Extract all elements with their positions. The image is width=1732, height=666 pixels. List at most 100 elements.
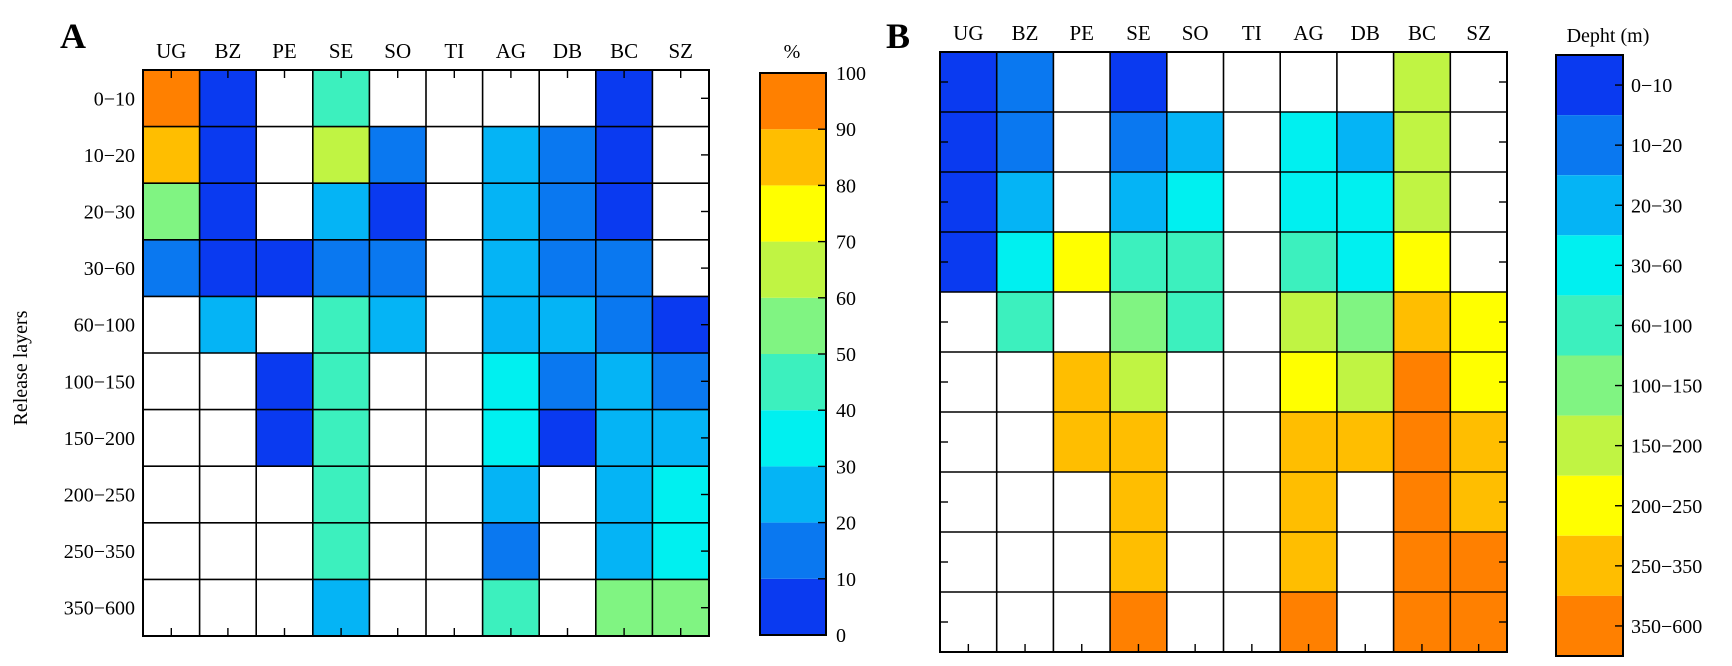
panel-a-cells	[143, 70, 709, 636]
heatmap-cell	[312, 296, 370, 353]
colorbar-swatch	[760, 241, 826, 298]
heatmap-cell	[539, 296, 596, 353]
colorbar-tick-label: 60	[836, 288, 856, 310]
panel-a-row-labels: 0−10 10−20 20−30 30−60 60−100 100−150 150−200 2…	[64, 88, 135, 619]
colorbar-swatch	[1556, 595, 1623, 656]
heatmap-cell	[143, 183, 200, 240]
heatmap-cell	[1166, 232, 1224, 292]
row-label: 150−200	[64, 428, 135, 450]
heatmap-cell	[143, 239, 200, 297]
heatmap-cell	[312, 522, 370, 580]
colorbar-tick-label: 50	[836, 344, 856, 366]
heatmap-cell	[1053, 412, 1111, 472]
row-label: 350−600	[64, 598, 135, 620]
heatmap-cell	[1110, 592, 1167, 652]
heatmap-cell	[369, 183, 426, 240]
heatmap-cell	[312, 239, 370, 297]
column-label: SE	[329, 39, 354, 63]
heatmap-cell	[940, 172, 997, 232]
column-label: SZ	[668, 39, 693, 63]
panel-b-grid	[939, 51, 1508, 653]
colorbar-swatch	[1556, 55, 1623, 116]
column-label: SZ	[1466, 21, 1491, 45]
colorbar-swatch	[760, 354, 826, 411]
heatmap-cell	[369, 126, 426, 184]
heatmap-cell	[1450, 472, 1507, 532]
heatmap-cell	[1280, 172, 1337, 232]
colorbar-swatch	[1556, 115, 1623, 176]
heatmap-cell	[256, 409, 313, 467]
heatmap-cell	[199, 126, 257, 184]
heatmap-cell	[1336, 352, 1394, 412]
colorbar-depth-title: Depht (m)	[1567, 25, 1650, 47]
colorbar-tick-label: 80	[836, 175, 856, 197]
colorbar-tick-label: 30−60	[1631, 255, 1682, 277]
colorbar-tick-label: 250−350	[1631, 556, 1702, 578]
colorbar-tick-label: 10−20	[1631, 135, 1682, 157]
heatmap-cell	[1450, 592, 1507, 652]
heatmap-cell	[539, 409, 596, 467]
panel-b: B UG BZ PE SE SO TI AG DB BC SZ Depht (m) 0−10 10−…	[886, 16, 1702, 657]
panel-b-column-labels: UG BZ PE SE SO TI AG DB BC SZ	[953, 21, 1491, 45]
heatmap-cell	[652, 522, 709, 580]
heatmap-cell	[1166, 172, 1224, 232]
heatmap-cell	[1336, 412, 1394, 472]
row-label: 20−30	[84, 202, 135, 224]
colorbar-swatch	[760, 466, 826, 523]
column-label: DB	[553, 39, 582, 63]
column-label: AG	[496, 39, 526, 63]
heatmap-cell	[1166, 112, 1224, 172]
heatmap-cell	[940, 232, 997, 292]
column-label: TI	[444, 39, 464, 63]
heatmap-cell	[1450, 352, 1507, 412]
plot-frame	[939, 51, 1508, 653]
heatmap-cell	[1110, 412, 1167, 472]
colorbar-swatch	[1556, 175, 1623, 236]
heatmap-cell	[539, 126, 596, 184]
colorbar-tick-label: 150−200	[1631, 436, 1702, 458]
heatmap-cell	[595, 353, 653, 410]
heatmap-cell	[996, 52, 1054, 112]
column-label: UG	[156, 39, 186, 63]
column-label: BZ	[214, 39, 241, 63]
heatmap-cell	[1280, 532, 1337, 592]
colorbar-swatch	[1556, 295, 1623, 356]
colorbar-swatch	[760, 297, 826, 354]
heatmap-cell	[595, 296, 653, 353]
heatmap-cell	[199, 70, 257, 127]
colorbar-swatch	[1556, 535, 1623, 596]
heatmap-cell	[652, 296, 709, 353]
heatmap-cell	[199, 239, 257, 297]
heatmap-cell	[940, 52, 997, 112]
heatmap-cell	[652, 466, 709, 523]
heatmap-cell	[1450, 532, 1507, 592]
heatmap-cell	[482, 409, 540, 467]
heatmap-cell	[1280, 112, 1337, 172]
heatmap-cell	[1110, 172, 1167, 232]
panel-b-letter: B	[886, 16, 910, 56]
y-axis-label: Release layers	[10, 310, 32, 425]
colorbar-tick-label: 20−30	[1631, 195, 1682, 217]
colorbar-tick-label: 30	[836, 456, 856, 478]
heatmap-cell	[595, 126, 653, 184]
colorbar-swatch	[760, 578, 826, 635]
heatmap-cell	[1110, 532, 1167, 592]
colorbar-percent-title: %	[784, 41, 801, 63]
heatmap-cell	[595, 522, 653, 580]
row-label: 60−100	[74, 315, 135, 337]
heatmap-cell	[369, 239, 426, 297]
colorbar-swatch	[760, 129, 826, 186]
row-label: 10−20	[84, 145, 135, 167]
heatmap-cell	[595, 70, 653, 127]
column-label: PE	[1069, 21, 1094, 45]
column-label: SO	[1182, 21, 1209, 45]
heatmap-cell	[312, 183, 370, 240]
heatmap-cell	[1336, 172, 1394, 232]
heatmap-cell	[256, 353, 313, 410]
heatmap-cell	[595, 183, 653, 240]
heatmap-cell	[1393, 472, 1451, 532]
heatmap-cell	[1393, 172, 1451, 232]
colorbar-swatch	[1556, 475, 1623, 536]
heatmap-cell	[1053, 352, 1111, 412]
panel-b-cells	[940, 52, 1507, 652]
